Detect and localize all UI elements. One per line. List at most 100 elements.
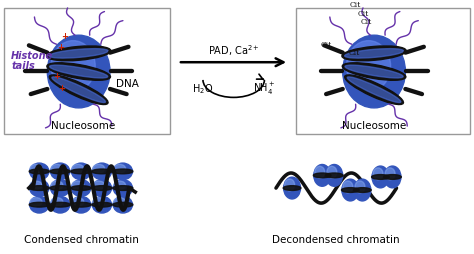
Text: H$_2$O: H$_2$O xyxy=(192,82,214,95)
Ellipse shape xyxy=(50,169,70,174)
Ellipse shape xyxy=(283,178,301,199)
Ellipse shape xyxy=(384,166,401,188)
Ellipse shape xyxy=(385,168,395,180)
Ellipse shape xyxy=(51,181,63,190)
Ellipse shape xyxy=(113,197,132,213)
Ellipse shape xyxy=(93,198,105,207)
Text: Cit: Cit xyxy=(361,18,372,26)
Text: Cit: Cit xyxy=(357,10,368,18)
Bar xyxy=(4,9,170,135)
Ellipse shape xyxy=(29,186,49,191)
Ellipse shape xyxy=(113,186,133,191)
Ellipse shape xyxy=(50,186,70,191)
Text: NH$_4^+$: NH$_4^+$ xyxy=(253,81,276,97)
Ellipse shape xyxy=(342,64,406,81)
Ellipse shape xyxy=(373,168,383,180)
Ellipse shape xyxy=(52,77,105,103)
Ellipse shape xyxy=(72,198,84,207)
Ellipse shape xyxy=(51,165,63,173)
Ellipse shape xyxy=(347,77,401,103)
Ellipse shape xyxy=(47,64,110,81)
Ellipse shape xyxy=(327,167,337,179)
Ellipse shape xyxy=(342,47,406,61)
Text: Nucleosome: Nucleosome xyxy=(51,120,116,130)
Ellipse shape xyxy=(93,181,105,190)
Ellipse shape xyxy=(92,186,112,191)
Ellipse shape xyxy=(314,165,331,186)
Ellipse shape xyxy=(47,36,110,108)
Ellipse shape xyxy=(72,164,91,180)
Ellipse shape xyxy=(29,197,49,213)
Ellipse shape xyxy=(113,169,133,174)
Ellipse shape xyxy=(29,169,49,174)
Ellipse shape xyxy=(71,202,91,207)
Ellipse shape xyxy=(30,198,42,207)
Ellipse shape xyxy=(30,165,42,173)
Ellipse shape xyxy=(72,180,91,197)
Ellipse shape xyxy=(46,47,111,61)
Ellipse shape xyxy=(114,198,126,207)
Ellipse shape xyxy=(93,165,105,173)
Ellipse shape xyxy=(71,186,91,191)
Ellipse shape xyxy=(72,165,84,173)
Text: Nucleosome: Nucleosome xyxy=(342,120,406,130)
Ellipse shape xyxy=(342,179,359,201)
Text: +: + xyxy=(57,43,64,52)
Ellipse shape xyxy=(326,165,343,186)
Ellipse shape xyxy=(92,197,111,213)
Ellipse shape xyxy=(114,181,126,190)
Ellipse shape xyxy=(313,173,331,178)
Text: Cit: Cit xyxy=(320,41,332,49)
Ellipse shape xyxy=(51,41,95,92)
Ellipse shape xyxy=(343,181,353,193)
Ellipse shape xyxy=(113,180,132,197)
Ellipse shape xyxy=(315,167,325,179)
Ellipse shape xyxy=(29,164,49,180)
Text: PAD, Ca$^{2+}$: PAD, Ca$^{2+}$ xyxy=(208,43,260,57)
Ellipse shape xyxy=(50,202,70,207)
Text: +: + xyxy=(59,84,65,93)
Ellipse shape xyxy=(354,188,371,193)
Ellipse shape xyxy=(92,169,112,174)
Ellipse shape xyxy=(92,202,112,207)
Ellipse shape xyxy=(51,197,70,213)
Ellipse shape xyxy=(326,173,343,178)
Ellipse shape xyxy=(50,66,108,79)
Text: +: + xyxy=(53,71,60,80)
Ellipse shape xyxy=(51,198,63,207)
Ellipse shape xyxy=(114,165,126,173)
Ellipse shape xyxy=(51,164,70,180)
Ellipse shape xyxy=(51,180,70,197)
Ellipse shape xyxy=(113,164,132,180)
Ellipse shape xyxy=(372,166,389,188)
Bar xyxy=(296,9,470,135)
Ellipse shape xyxy=(345,66,403,79)
Ellipse shape xyxy=(345,50,403,59)
Ellipse shape xyxy=(72,181,84,190)
Text: Cit: Cit xyxy=(350,1,361,9)
Text: Cit: Cit xyxy=(348,48,359,56)
Text: +: + xyxy=(61,31,68,41)
Ellipse shape xyxy=(345,76,403,105)
Text: Condensed chromatin: Condensed chromatin xyxy=(24,234,138,244)
Ellipse shape xyxy=(372,175,389,180)
Ellipse shape xyxy=(383,175,401,180)
Ellipse shape xyxy=(355,181,365,193)
Ellipse shape xyxy=(72,197,91,213)
Ellipse shape xyxy=(92,164,111,180)
Text: Decondensed chromatin: Decondensed chromatin xyxy=(273,234,400,244)
Text: Histone: Histone xyxy=(11,51,54,61)
Ellipse shape xyxy=(346,41,391,92)
Ellipse shape xyxy=(30,181,42,190)
Ellipse shape xyxy=(49,76,108,105)
Ellipse shape xyxy=(71,169,91,174)
Ellipse shape xyxy=(113,202,133,207)
Ellipse shape xyxy=(29,202,49,207)
Ellipse shape xyxy=(284,179,295,191)
Ellipse shape xyxy=(29,180,49,197)
Ellipse shape xyxy=(92,180,111,197)
Ellipse shape xyxy=(343,36,405,108)
Ellipse shape xyxy=(283,186,301,191)
Ellipse shape xyxy=(354,179,371,201)
Ellipse shape xyxy=(49,50,108,59)
